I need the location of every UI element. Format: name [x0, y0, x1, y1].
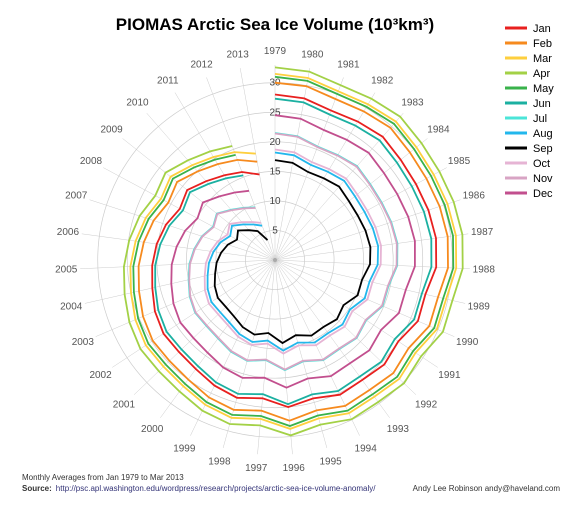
svg-text:Monthly Averages from Jan 1979: Monthly Averages from Jan 1979 to Mar 20…	[22, 473, 184, 482]
svg-text:1979: 1979	[264, 46, 287, 57]
svg-text:2007: 2007	[65, 190, 88, 201]
svg-text:1990: 1990	[456, 337, 479, 348]
svg-text:1993: 1993	[387, 424, 410, 435]
legend-item-apr: Apr	[533, 68, 550, 80]
legend-item-jun: Jun	[533, 98, 551, 110]
svg-text:2001: 2001	[113, 399, 136, 410]
legend-item-dec: Dec	[533, 188, 553, 200]
svg-text:1987: 1987	[471, 227, 494, 238]
svg-text:2003: 2003	[72, 337, 95, 348]
svg-text:1991: 1991	[438, 370, 461, 381]
svg-text:15: 15	[269, 166, 281, 177]
svg-text:1980: 1980	[301, 49, 324, 60]
svg-text:1988: 1988	[473, 264, 496, 275]
svg-text:1989: 1989	[468, 302, 491, 313]
svg-text:2006: 2006	[57, 227, 80, 238]
legend-item-aug: Aug	[533, 128, 553, 140]
svg-text:10: 10	[269, 196, 281, 207]
legend-item-oct: Oct	[533, 158, 550, 170]
svg-text:2012: 2012	[190, 59, 213, 70]
svg-text:1985: 1985	[448, 156, 471, 167]
svg-text:2009: 2009	[100, 125, 123, 136]
svg-text:1992: 1992	[415, 399, 438, 410]
svg-text:1986: 1986	[463, 190, 486, 201]
legend-item-sep: Sep	[533, 143, 553, 155]
svg-text:1995: 1995	[319, 456, 342, 467]
footer-source: Source:http://psc.apl.washington.edu/wor…	[22, 484, 376, 493]
svg-text:2013: 2013	[227, 49, 250, 60]
svg-text:1982: 1982	[371, 76, 394, 87]
svg-text:2004: 2004	[60, 302, 83, 313]
svg-text:1981: 1981	[337, 59, 360, 70]
chart-title: PIOMAS Arctic Sea Ice Volume (10³km³)	[116, 15, 434, 34]
svg-text:2010: 2010	[126, 98, 149, 109]
radar-chart: PIOMAS Arctic Sea Ice Volume (10³km³) 5 10…	[0, 0, 581, 507]
svg-text:1994: 1994	[355, 443, 378, 454]
svg-text:1997: 1997	[245, 463, 268, 474]
legend-item-nov: Nov	[533, 173, 553, 185]
svg-text:20: 20	[269, 137, 281, 148]
svg-text:1983: 1983	[401, 98, 424, 109]
legend-item-jul: Jul	[533, 113, 547, 125]
legend-item-jan: Jan	[533, 23, 551, 35]
svg-text:1984: 1984	[427, 125, 450, 136]
svg-text:2005: 2005	[55, 264, 78, 275]
legend-item-feb: Feb	[533, 38, 552, 50]
svg-text:2000: 2000	[141, 424, 164, 435]
legend-item-may: May	[533, 83, 554, 95]
svg-text:5: 5	[272, 225, 278, 236]
legend-item-mar: Mar	[533, 53, 552, 65]
svg-text:1996: 1996	[283, 463, 306, 474]
svg-text:1998: 1998	[208, 456, 231, 467]
svg-text:2002: 2002	[89, 370, 112, 381]
svg-text:1999: 1999	[173, 443, 196, 454]
svg-text:2011: 2011	[157, 76, 179, 87]
svg-text:2008: 2008	[80, 156, 103, 167]
svg-text:Andy Lee Robinson andy@havelan: Andy Lee Robinson andy@haveland.com	[413, 484, 561, 493]
